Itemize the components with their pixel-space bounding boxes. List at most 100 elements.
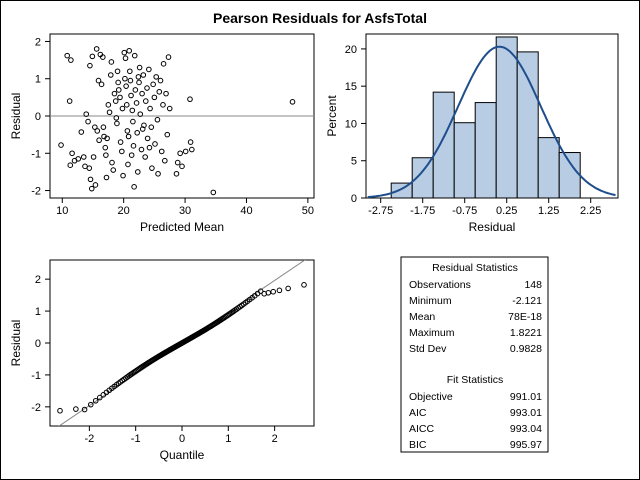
residual-point [86,165,93,171]
qq-point [285,285,291,292]
residual-point [58,142,64,148]
residual-point [156,88,163,95]
residual-plot-x-tick-label: 10 [56,205,68,217]
residual-point [132,87,139,93]
residual-point [117,94,123,101]
residual-point [78,129,85,135]
stat-value: 78E-18 [508,311,542,323]
residual-point [110,167,117,173]
fit-stat-label: AICC [409,423,435,435]
residual-point [122,75,128,82]
residual-point [114,68,121,75]
residual-point [148,124,155,130]
stat-label: Maximum [409,327,455,339]
residual-point [87,62,93,69]
residual-point [119,105,126,112]
residual-point [130,143,137,149]
residual-point [144,85,150,91]
residual-plot-x-tick-label: 30 [179,205,191,217]
residual-point [92,182,99,188]
residual-point [146,144,153,151]
residual-point [173,170,180,177]
residual-point [87,176,94,183]
histogram-bar [453,122,476,199]
residual-point [137,111,144,117]
residual-point [153,74,160,80]
residual-point [177,150,183,157]
fit-stat-value: 991.01 [510,391,542,403]
stat-value: 0.9828 [510,343,542,355]
residual-point [142,154,148,160]
residual-point [103,174,110,181]
residual-point [93,46,100,52]
residual-point [163,90,169,97]
residual-point [106,109,113,116]
qq-point [87,401,94,408]
residual-point [115,87,122,93]
residual-point [189,146,195,153]
histogram-y-tick-label: 5 [351,156,357,168]
residual-point [122,55,129,62]
residual-point [135,74,142,80]
residual-plot-x-tick-label: 50 [302,205,314,217]
qq-point [81,406,88,413]
residual-point [125,133,132,140]
residual-point [89,53,96,60]
residual-point [166,105,173,112]
residual-point [80,154,87,160]
stats-table-border [400,256,549,453]
residual-point [160,61,167,67]
fit-stat-value: 993.04 [510,423,542,435]
residual-point [157,77,164,84]
residual-point [134,129,140,136]
residual-point [67,162,74,168]
residual-point [187,96,193,103]
qq-plot-y-tick-label: -1 [31,370,41,382]
residual-point [128,92,134,99]
residual-point [124,128,131,134]
stat-label: Mean [409,311,435,323]
residual-point [114,120,120,127]
residual-point [111,90,118,97]
residual-point [75,156,82,162]
residual-plot-y-tick-label: 1 [35,74,41,86]
residual-point [128,152,135,158]
residual-point [90,154,97,160]
residual-plot-y-tick-label: -1 [31,148,41,160]
residual-statistics-title: Residual Statistics [432,262,518,274]
residual-point [136,79,142,86]
residual-point [68,57,74,63]
residual-plot-x-tick-label: 20 [118,205,130,217]
residual-point [121,49,128,56]
residual-point [112,98,119,104]
qq-point [92,397,99,404]
residual-point [98,81,105,88]
residual-point [104,135,110,142]
qq-point [265,290,272,296]
stat-label: Observations [409,279,471,291]
fit-stat-label: Objective [409,391,453,403]
residual-point [127,68,133,75]
histogram-y-tick-label: 20 [345,44,357,56]
residual-point [125,161,131,168]
residual-point [158,148,165,155]
qq-plot-x-tick-label: 2 [272,433,278,445]
residual-point [123,83,129,89]
residual-point [136,64,143,71]
fit-statistics-title: Fit Statistics [447,374,504,386]
qq-point [57,407,63,414]
residual-point [102,144,109,151]
histogram-y-axis-label: Percent [325,95,339,137]
residual-point [108,59,115,65]
residual-point [83,111,90,117]
qq-point [96,394,103,401]
residual-histogram: -2.75 -1.75 -0.75 0.25 1.25 2.25 0 5 10 15 20 Resid… [325,33,619,234]
residual-point [142,98,149,104]
residual-point [133,100,140,106]
stat-value: 148 [524,279,542,291]
fit-stat-label: BIC [409,439,427,451]
residual-point [289,99,296,105]
residual-point [149,165,155,171]
qq-point [73,406,79,412]
histogram-y-tick-label: 10 [345,118,357,130]
